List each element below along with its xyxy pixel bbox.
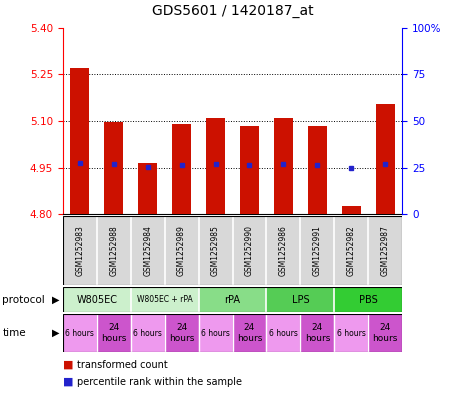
Bar xyxy=(97,216,131,285)
Bar xyxy=(131,287,199,312)
Bar xyxy=(70,68,89,214)
Text: 6 hours: 6 hours xyxy=(65,329,94,338)
Text: 24
hours: 24 hours xyxy=(101,323,126,343)
Text: PBS: PBS xyxy=(359,295,378,305)
Text: time: time xyxy=(2,328,26,338)
Bar xyxy=(172,124,191,214)
Bar xyxy=(334,287,402,312)
Text: GSM1252983: GSM1252983 xyxy=(75,225,84,276)
Text: GDS5601 / 1420187_at: GDS5601 / 1420187_at xyxy=(152,4,313,18)
Bar xyxy=(206,118,225,214)
Text: 6 hours: 6 hours xyxy=(337,329,366,338)
Bar xyxy=(63,287,131,312)
Text: transformed count: transformed count xyxy=(77,360,167,370)
Text: GSM1252991: GSM1252991 xyxy=(313,225,322,276)
Text: rPA: rPA xyxy=(225,295,240,305)
Bar xyxy=(368,314,402,352)
Bar xyxy=(199,216,232,285)
Bar xyxy=(266,216,300,285)
Text: GSM1252985: GSM1252985 xyxy=(211,225,220,276)
Text: ■: ■ xyxy=(63,377,73,387)
Bar xyxy=(63,314,97,352)
Bar xyxy=(232,216,266,285)
Bar xyxy=(308,125,327,214)
Bar xyxy=(266,287,334,312)
Bar xyxy=(300,216,334,285)
Text: 6 hours: 6 hours xyxy=(269,329,298,338)
Bar xyxy=(104,122,123,214)
Bar xyxy=(131,216,165,285)
Text: GSM1252987: GSM1252987 xyxy=(381,225,390,276)
Bar xyxy=(131,314,165,352)
Bar xyxy=(232,314,266,352)
Bar xyxy=(165,216,199,285)
Bar xyxy=(300,314,334,352)
Bar xyxy=(274,118,293,214)
Text: W805EC: W805EC xyxy=(76,295,117,305)
Text: GSM1252986: GSM1252986 xyxy=(279,225,288,276)
Bar xyxy=(240,125,259,214)
Bar xyxy=(266,314,300,352)
Bar xyxy=(376,104,395,214)
Text: GSM1252989: GSM1252989 xyxy=(177,225,186,276)
Bar xyxy=(199,314,232,352)
Text: LPS: LPS xyxy=(292,295,309,305)
Text: ■: ■ xyxy=(63,360,73,370)
Text: W805EC + rPA: W805EC + rPA xyxy=(137,295,193,304)
Text: 24
hours: 24 hours xyxy=(169,323,194,343)
Text: GSM1252988: GSM1252988 xyxy=(109,225,118,276)
Text: percentile rank within the sample: percentile rank within the sample xyxy=(77,377,242,387)
Text: protocol: protocol xyxy=(2,295,45,305)
Bar xyxy=(334,314,368,352)
Bar xyxy=(97,314,131,352)
Text: ▶: ▶ xyxy=(52,328,60,338)
Bar xyxy=(334,216,368,285)
Text: 24
hours: 24 hours xyxy=(305,323,330,343)
Bar xyxy=(342,206,361,214)
Text: 24
hours: 24 hours xyxy=(237,323,262,343)
Bar xyxy=(165,314,199,352)
Text: GSM1252982: GSM1252982 xyxy=(347,225,356,276)
Bar xyxy=(368,216,402,285)
Text: ▶: ▶ xyxy=(52,295,60,305)
Text: 24
hours: 24 hours xyxy=(372,323,398,343)
Text: 6 hours: 6 hours xyxy=(201,329,230,338)
Text: GSM1252984: GSM1252984 xyxy=(143,225,152,276)
Bar xyxy=(138,163,157,214)
Text: GSM1252990: GSM1252990 xyxy=(245,225,254,276)
Bar xyxy=(63,216,97,285)
Text: 6 hours: 6 hours xyxy=(133,329,162,338)
Bar xyxy=(199,287,266,312)
